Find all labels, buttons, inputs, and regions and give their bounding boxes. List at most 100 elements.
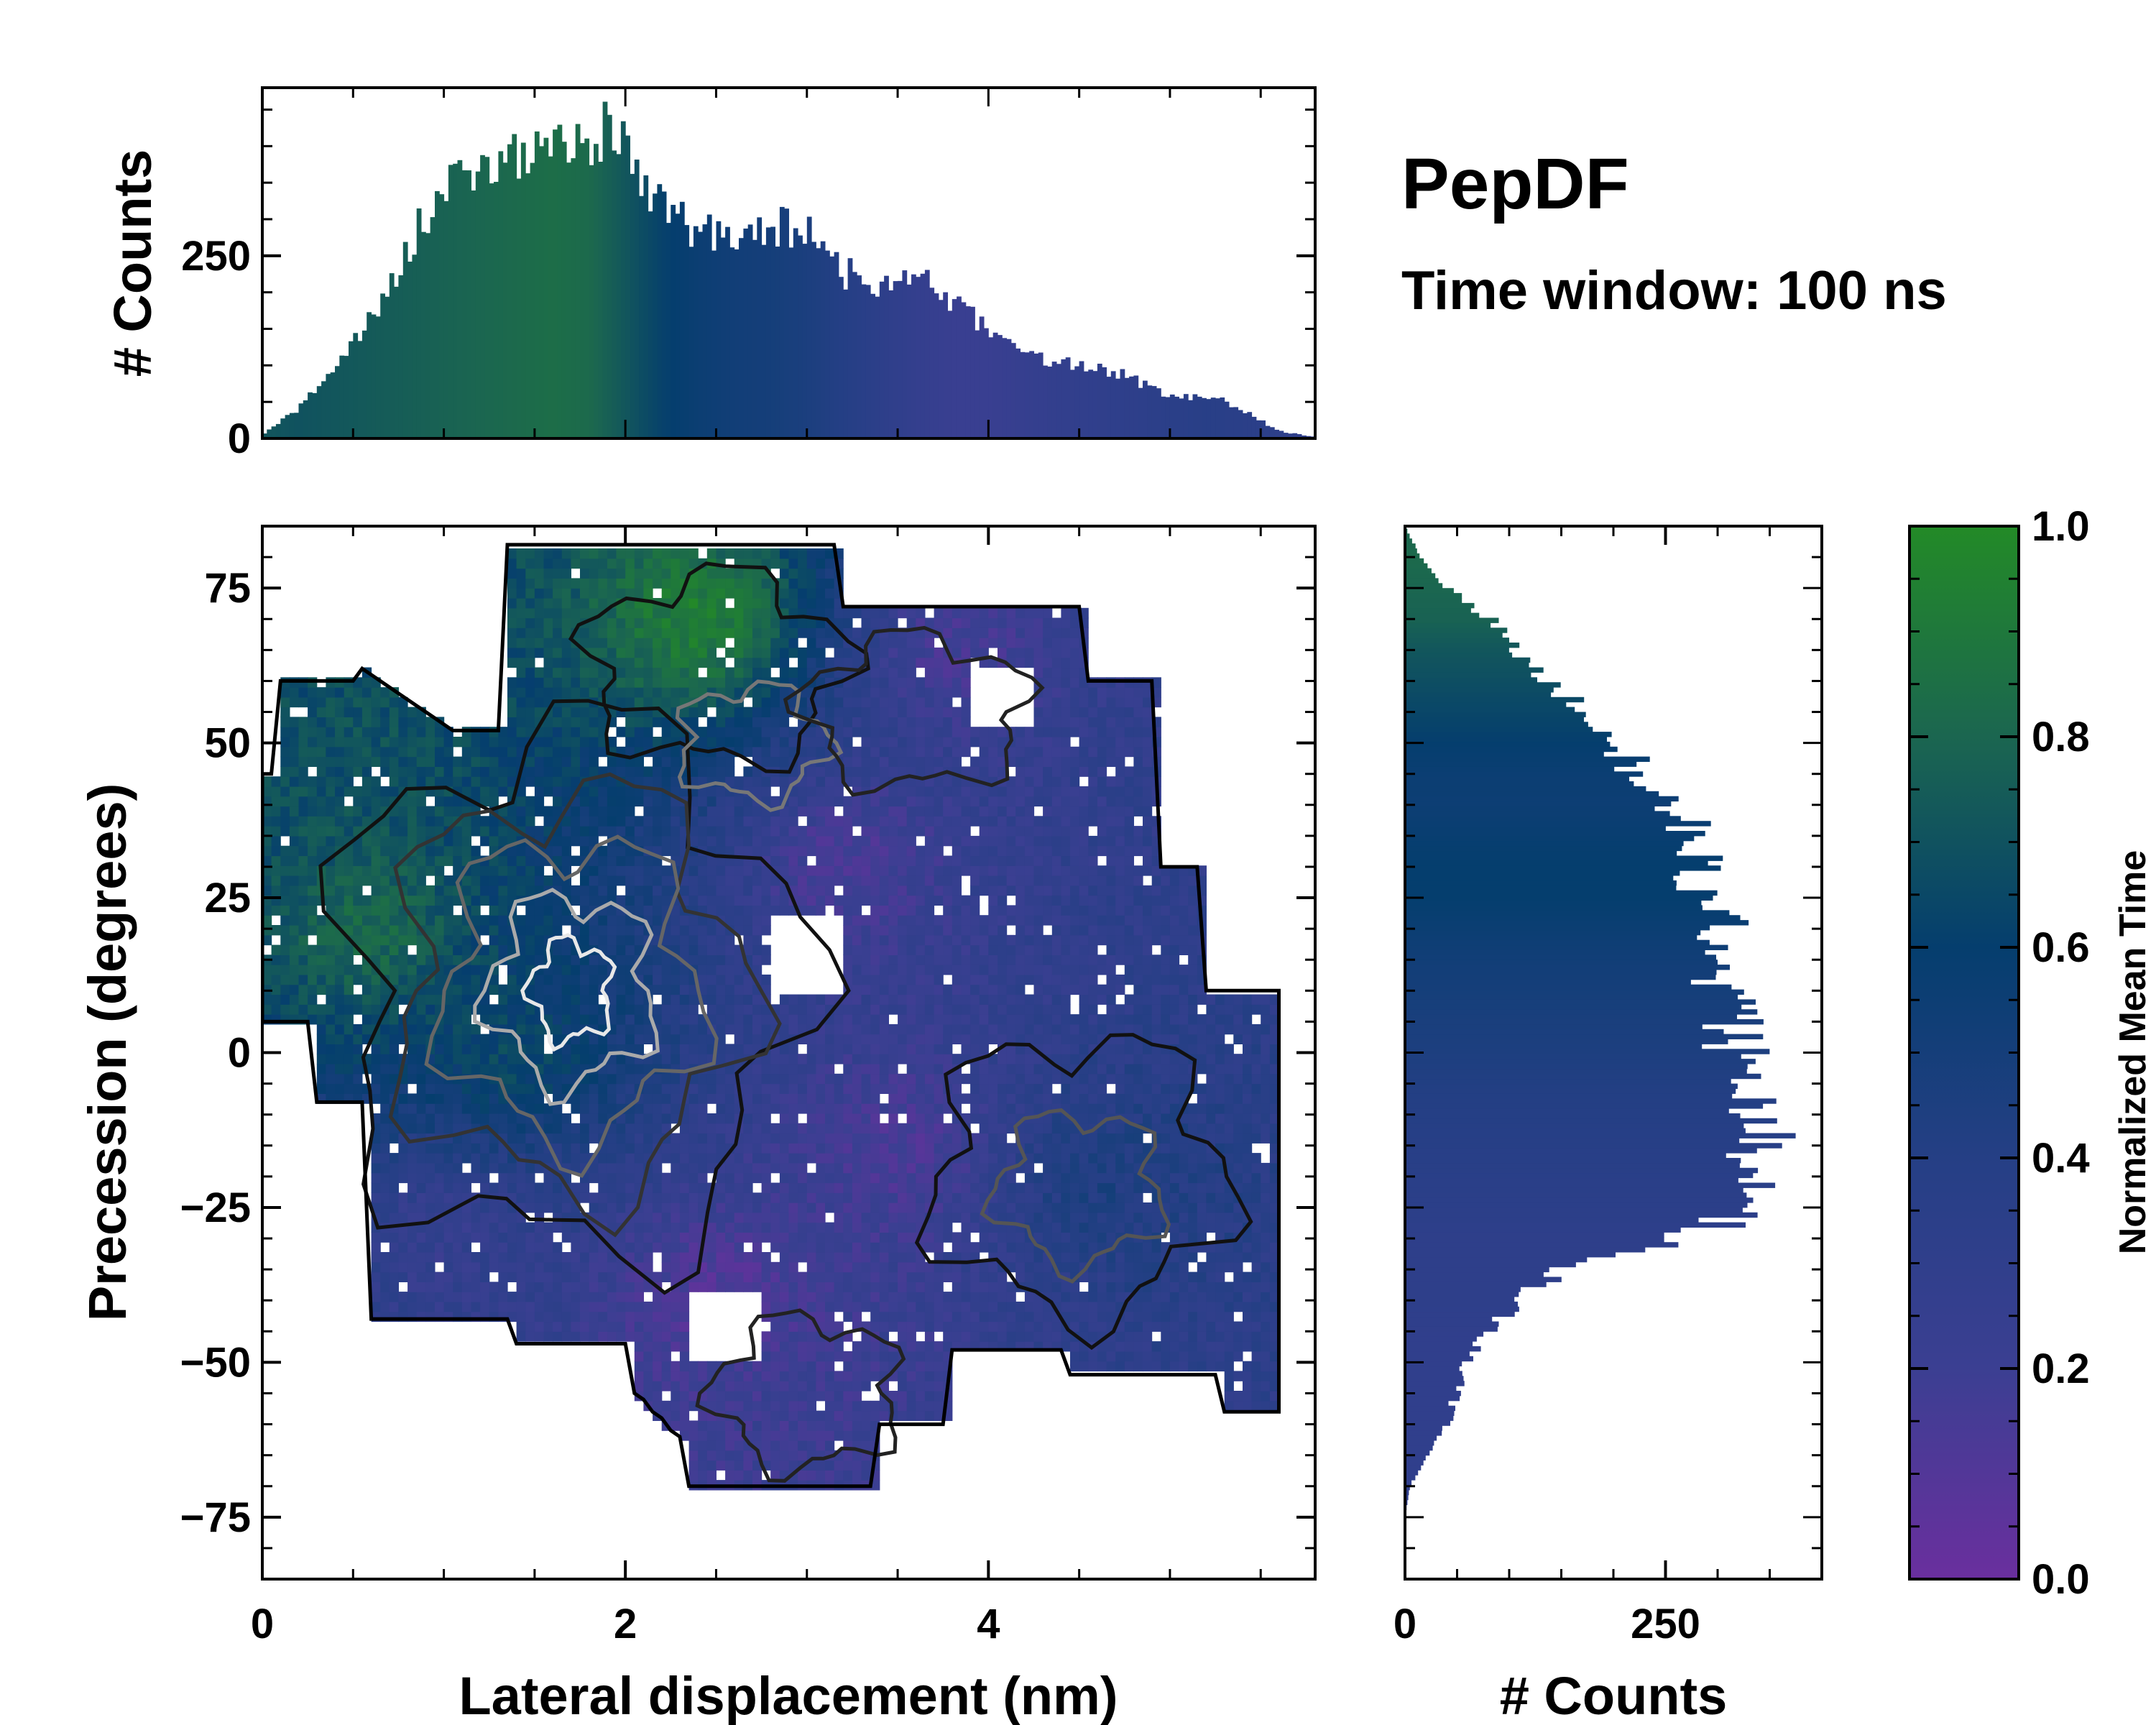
heatmap-cell bbox=[798, 1440, 808, 1451]
heatmap-cell bbox=[870, 647, 880, 658]
heatmap-cell bbox=[507, 944, 517, 955]
heatmap-cell bbox=[861, 835, 871, 847]
heatmap-cell bbox=[816, 1460, 826, 1471]
heatmap-cell bbox=[779, 1182, 790, 1193]
heatmap-cell bbox=[798, 1143, 808, 1154]
heatmap-cell bbox=[752, 727, 763, 737]
heatmap-cell bbox=[806, 1232, 816, 1243]
heatmap-cell bbox=[661, 607, 671, 619]
heatmap-cell bbox=[443, 954, 453, 965]
heatmap-cell bbox=[298, 756, 308, 767]
heatmap-cell bbox=[706, 677, 717, 688]
heatmap-cell bbox=[371, 756, 381, 767]
heatmap-cell bbox=[779, 1073, 790, 1085]
heatmap-cell bbox=[308, 855, 318, 866]
heatmap-cell bbox=[416, 756, 426, 767]
heatmap-cell bbox=[852, 607, 862, 619]
heatmap-cell bbox=[698, 1044, 708, 1054]
heatmap-cell bbox=[798, 1073, 808, 1085]
heatmap-cell bbox=[589, 885, 599, 896]
heatmap-cell bbox=[779, 1064, 790, 1075]
heatmap-cell bbox=[326, 756, 336, 767]
heatmap-cell bbox=[453, 1192, 463, 1203]
heatmap-cell bbox=[571, 954, 581, 965]
heatmap-cell bbox=[435, 915, 445, 926]
heatmap-cell bbox=[861, 1430, 871, 1441]
heatmap-cell bbox=[770, 1470, 780, 1481]
heatmap-cell bbox=[779, 1192, 790, 1203]
heatmap-cell bbox=[752, 835, 763, 847]
heatmap-cell bbox=[725, 707, 735, 717]
heatmap-cell bbox=[616, 578, 626, 589]
heatmap-cell bbox=[471, 826, 481, 837]
heatmap-cell bbox=[653, 1073, 663, 1085]
heatmap-cell bbox=[443, 1252, 453, 1263]
heatmap-cell bbox=[752, 1410, 763, 1421]
heatmap-cell bbox=[788, 1143, 798, 1154]
heatmap-cell bbox=[661, 1361, 671, 1372]
heatmap-cell bbox=[480, 965, 490, 975]
heatmap-cell bbox=[389, 816, 399, 827]
heatmap-cell bbox=[761, 1440, 771, 1451]
heatmap-cell bbox=[589, 934, 599, 946]
heatmap-cell bbox=[289, 845, 300, 857]
heatmap-cell bbox=[653, 1232, 663, 1243]
heatmap-cell bbox=[698, 1172, 708, 1184]
heatmap-cell bbox=[543, 1113, 553, 1124]
heatmap-cell bbox=[480, 1271, 490, 1282]
heatmap-cell bbox=[716, 1004, 726, 1015]
heatmap-cell bbox=[598, 647, 608, 658]
heatmap-cell bbox=[553, 1271, 563, 1282]
heatmap-cell bbox=[361, 905, 372, 916]
heatmap-cell bbox=[679, 1321, 690, 1332]
heatmap-cell bbox=[435, 905, 445, 916]
heatmap-cell bbox=[779, 1261, 790, 1273]
heatmap-cell bbox=[326, 727, 336, 737]
heatmap-cell bbox=[698, 588, 708, 599]
heatmap-cell bbox=[698, 1271, 708, 1282]
heatmap-cell bbox=[480, 1103, 490, 1114]
heatmap-cell bbox=[779, 568, 790, 579]
heatmap-cell bbox=[353, 1064, 363, 1075]
heatmap-cell bbox=[679, 1242, 690, 1253]
heatmap-cell bbox=[770, 1391, 780, 1402]
top-histogram-bar bbox=[534, 131, 540, 438]
heatmap-cell bbox=[661, 1331, 671, 1342]
top-histogram-bar bbox=[425, 233, 431, 438]
heatmap-cell bbox=[553, 984, 563, 995]
heatmap-cell bbox=[779, 1212, 790, 1223]
heatmap-cell bbox=[489, 756, 499, 767]
heatmap-cell bbox=[262, 875, 272, 886]
heatmap-cell bbox=[607, 1083, 617, 1094]
heatmap-cell bbox=[443, 944, 453, 955]
heatmap-cell bbox=[671, 1341, 681, 1352]
heatmap-cell bbox=[816, 865, 826, 876]
heatmap-cell bbox=[752, 1261, 763, 1273]
heatmap-cell bbox=[407, 954, 418, 965]
heatmap-cell bbox=[543, 816, 553, 827]
heatmap-cell bbox=[435, 1252, 445, 1263]
heatmap-cell bbox=[435, 1093, 445, 1104]
heatmap-cell bbox=[734, 1232, 744, 1243]
heatmap-cell bbox=[416, 1034, 426, 1044]
heatmap-cell bbox=[806, 1004, 816, 1015]
heatmap-cell bbox=[416, 1083, 426, 1094]
heatmap-cell bbox=[698, 657, 708, 668]
heatmap-cell bbox=[516, 717, 526, 727]
heatmap-cell bbox=[516, 677, 526, 688]
heatmap-cell bbox=[706, 1143, 717, 1154]
heatmap-cell bbox=[480, 915, 490, 926]
heatmap-cell bbox=[453, 984, 463, 995]
heatmap-cell bbox=[398, 806, 408, 816]
top-histogram-bar bbox=[553, 129, 558, 438]
top-histogram-bars bbox=[262, 101, 1316, 439]
heatmap-cell bbox=[870, 1232, 880, 1243]
heatmap-cell bbox=[761, 627, 771, 638]
heatmap-cell bbox=[661, 1054, 671, 1064]
heatmap-cell bbox=[653, 1113, 663, 1124]
heatmap-cell bbox=[734, 845, 744, 857]
heatmap-cell bbox=[453, 1093, 463, 1104]
heatmap-cell bbox=[861, 1162, 871, 1174]
heatmap-cell bbox=[653, 607, 663, 619]
heatmap-cell bbox=[443, 766, 453, 777]
